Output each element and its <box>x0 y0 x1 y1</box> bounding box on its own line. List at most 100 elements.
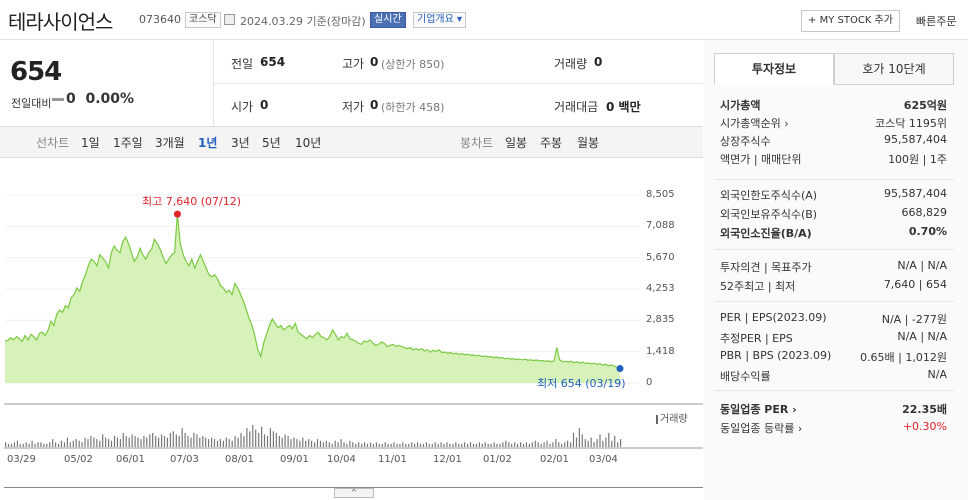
period-bar <box>0 126 703 158</box>
volume-bar <box>258 432 260 447</box>
period-3[interactable]: 1년 <box>198 136 218 150</box>
volume-bar <box>290 439 292 447</box>
volume-bar <box>84 437 86 447</box>
divider <box>213 83 703 84</box>
company-overview-button[interactable]: 기업개요 ▾ <box>413 12 466 28</box>
volume-bar <box>522 443 525 447</box>
volume-bar <box>366 443 369 447</box>
volume-bar <box>558 442 560 447</box>
volume-bar <box>434 442 436 447</box>
volume-bar <box>302 437 304 447</box>
volume-bar <box>575 437 578 447</box>
info-label: 배당수익률 <box>720 370 771 383</box>
upper-limit: (상한가 850) <box>381 58 445 71</box>
volume-bar <box>108 439 110 447</box>
period-5[interactable]: 5년 <box>262 136 281 150</box>
volume-bar <box>216 440 219 447</box>
volume-bar <box>193 432 195 447</box>
candle-period-0[interactable]: 일봉 <box>505 136 528 150</box>
volume-bar <box>372 443 374 447</box>
volume-bar <box>352 442 354 447</box>
volume-bar <box>225 437 227 447</box>
collapse-chart-button[interactable]: ^ <box>334 488 374 498</box>
add-mystock-button[interactable]: + MY STOCK 추가 <box>801 10 900 32</box>
volume-bar <box>163 436 166 447</box>
period-2[interactable]: 3개월 <box>155 136 185 150</box>
y-tick-label: 5,670 <box>646 251 675 263</box>
volume-bar <box>19 443 21 447</box>
volume-bar <box>405 443 407 447</box>
volume-bar <box>567 440 569 447</box>
volume-bar <box>431 443 433 447</box>
volume-bar <box>169 432 171 447</box>
info-label[interactable]: 동일업종 PER › <box>720 403 797 416</box>
volume-bar <box>69 442 71 447</box>
volume-bar <box>255 429 257 447</box>
stock-code: 073640 <box>139 13 181 26</box>
lower-limit: (하한가 458) <box>381 101 445 114</box>
info-value: 0.70% <box>908 225 947 238</box>
volume-bar <box>502 442 504 447</box>
volume-bar <box>581 434 583 447</box>
volume-bar <box>552 442 554 447</box>
low-label: 저가 <box>342 100 365 114</box>
quick-order-button[interactable]: 빠른주문 <box>916 15 957 28</box>
volume-bar <box>364 442 366 447</box>
volume-legend: 거래량 <box>656 410 688 425</box>
open-label: 시가 <box>231 100 254 114</box>
tab-invest-info[interactable]: 투자정보 <box>714 53 834 85</box>
volume-bar <box>249 431 251 447</box>
volume-bar <box>55 442 57 447</box>
volume-bar <box>172 431 174 447</box>
period-4[interactable]: 3년 <box>231 136 250 150</box>
volume-bar <box>243 436 245 447</box>
volume-bar <box>611 440 613 447</box>
volume-bar <box>343 442 345 447</box>
volume-bar <box>205 437 207 447</box>
change-label: 전일대비 <box>11 97 52 110</box>
x-tick-label: 11/01 <box>378 454 407 465</box>
volume-bar <box>419 443 422 447</box>
volume-bar <box>272 431 274 447</box>
volume-bar <box>7 443 10 447</box>
info-value: N/A | N/A <box>897 259 947 272</box>
info-label[interactable]: 시가총액순위 › <box>720 117 789 130</box>
volume-bar <box>508 442 510 447</box>
volume-bar <box>455 442 457 447</box>
volume-bar <box>390 443 392 447</box>
info-label: PER | EPS(2023.09) <box>720 311 827 324</box>
open-value: 0 <box>260 98 269 112</box>
volume-bar <box>110 440 113 447</box>
volume-bar <box>278 436 280 447</box>
tab-order-book[interactable]: 호가 10단계 <box>834 53 954 85</box>
period-6[interactable]: 10년 <box>295 136 322 150</box>
volume-bar <box>222 440 224 447</box>
volume-bar <box>52 439 54 447</box>
candle-period-2[interactable]: 월봉 <box>577 136 600 150</box>
volume-bar <box>128 437 130 447</box>
volume-bar <box>308 439 310 447</box>
period-1[interactable]: 1주일 <box>113 136 143 150</box>
volume-bar <box>540 443 542 447</box>
low-annotation: 최저 654 (03/19) <box>537 377 626 390</box>
volume-bar <box>246 428 248 447</box>
volume-bar <box>202 436 204 447</box>
volume-bar <box>346 443 348 447</box>
info-label: 외국인보유주식수(B) <box>720 208 818 221</box>
invest-info-panel <box>704 40 968 500</box>
realtime-badge[interactable]: 실시간 <box>370 12 406 28</box>
volume-bar <box>387 443 389 447</box>
volume-bar <box>34 443 36 447</box>
market-badge: 코스닥 <box>185 12 221 28</box>
candle-period-1[interactable]: 주봉 <box>540 136 563 150</box>
info-label[interactable]: 동일업종 등락률 › <box>720 422 803 435</box>
volume-bar <box>43 443 45 447</box>
section-divider <box>714 249 954 250</box>
volume-bar <box>340 439 342 447</box>
volume-bar <box>49 442 51 447</box>
prev-close-label: 전일 <box>231 57 254 71</box>
volume-bar <box>499 443 501 447</box>
x-tick-label: 03/04 <box>589 454 618 465</box>
period-0[interactable]: 1일 <box>81 136 100 150</box>
volume-bar <box>93 437 95 447</box>
